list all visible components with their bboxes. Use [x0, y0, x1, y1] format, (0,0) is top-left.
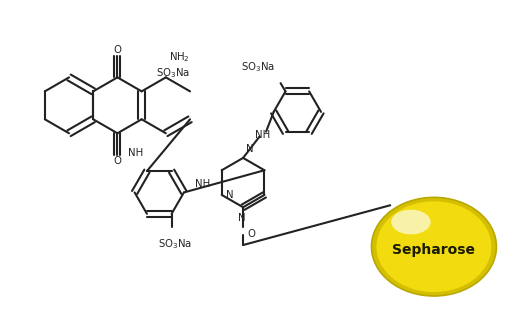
- Ellipse shape: [371, 197, 497, 296]
- Ellipse shape: [371, 197, 497, 296]
- Ellipse shape: [371, 197, 497, 296]
- Ellipse shape: [371, 197, 497, 296]
- Text: Sepharose: Sepharose: [392, 243, 476, 257]
- Ellipse shape: [371, 197, 497, 296]
- Ellipse shape: [371, 197, 497, 296]
- Ellipse shape: [371, 197, 497, 296]
- Ellipse shape: [371, 197, 497, 296]
- Ellipse shape: [371, 197, 497, 296]
- Ellipse shape: [371, 197, 497, 296]
- Ellipse shape: [371, 197, 497, 296]
- Ellipse shape: [371, 197, 497, 296]
- Text: O: O: [114, 156, 122, 165]
- Text: NH$_2$: NH$_2$: [169, 50, 190, 63]
- Ellipse shape: [371, 197, 497, 296]
- Ellipse shape: [371, 197, 497, 296]
- Text: O: O: [114, 45, 122, 55]
- Ellipse shape: [371, 197, 497, 296]
- Ellipse shape: [371, 197, 497, 296]
- Ellipse shape: [371, 197, 497, 296]
- Text: N: N: [238, 213, 245, 223]
- Text: NH: NH: [196, 179, 211, 189]
- Text: NH: NH: [128, 148, 143, 158]
- Ellipse shape: [371, 197, 497, 296]
- Text: SO$_3$Na: SO$_3$Na: [158, 238, 192, 251]
- Ellipse shape: [371, 197, 497, 296]
- Ellipse shape: [371, 197, 497, 296]
- Ellipse shape: [371, 197, 497, 296]
- Ellipse shape: [371, 197, 497, 296]
- Text: SO$_3$Na: SO$_3$Na: [241, 61, 276, 74]
- Ellipse shape: [371, 197, 497, 296]
- Ellipse shape: [371, 197, 497, 296]
- Text: N: N: [226, 190, 234, 200]
- Ellipse shape: [391, 210, 431, 234]
- Ellipse shape: [371, 197, 497, 296]
- Ellipse shape: [371, 197, 497, 296]
- Ellipse shape: [371, 197, 497, 296]
- Ellipse shape: [371, 197, 497, 296]
- Text: O: O: [247, 229, 255, 239]
- Ellipse shape: [371, 197, 497, 296]
- Ellipse shape: [371, 197, 497, 296]
- Ellipse shape: [371, 197, 497, 296]
- Ellipse shape: [371, 197, 497, 296]
- Ellipse shape: [371, 197, 497, 296]
- Ellipse shape: [371, 197, 497, 296]
- Ellipse shape: [371, 197, 497, 296]
- Ellipse shape: [371, 197, 497, 296]
- Ellipse shape: [371, 197, 497, 296]
- Ellipse shape: [371, 197, 497, 296]
- Ellipse shape: [371, 197, 497, 296]
- Text: SO$_3$Na: SO$_3$Na: [156, 66, 190, 80]
- Ellipse shape: [371, 197, 497, 296]
- Ellipse shape: [371, 197, 497, 296]
- Ellipse shape: [371, 197, 497, 296]
- Ellipse shape: [371, 197, 497, 296]
- Text: NH: NH: [255, 130, 270, 140]
- Ellipse shape: [377, 201, 491, 292]
- Text: N: N: [246, 144, 254, 154]
- Ellipse shape: [371, 197, 497, 296]
- Ellipse shape: [371, 197, 497, 296]
- Ellipse shape: [371, 197, 497, 296]
- Ellipse shape: [371, 197, 497, 296]
- Ellipse shape: [371, 197, 497, 296]
- Ellipse shape: [371, 197, 497, 296]
- Ellipse shape: [371, 197, 497, 296]
- Ellipse shape: [371, 197, 497, 296]
